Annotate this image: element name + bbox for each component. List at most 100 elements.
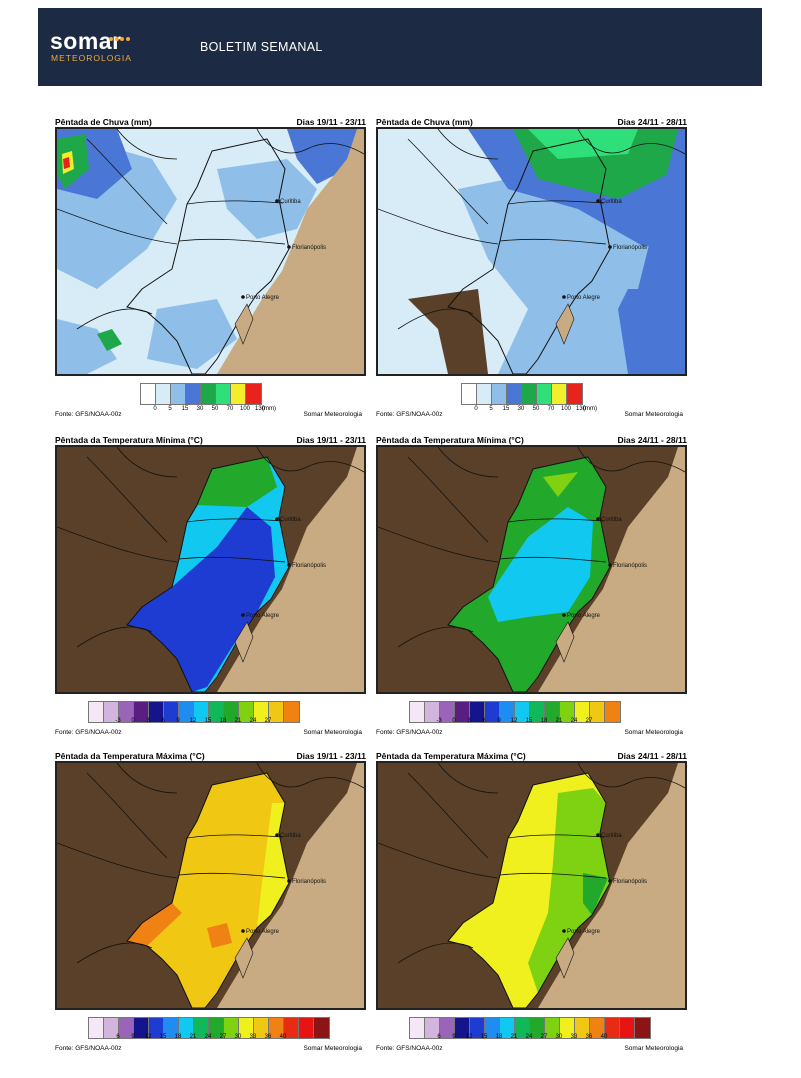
legend-swatch bbox=[425, 1018, 440, 1038]
legend-swatch bbox=[284, 702, 299, 722]
legend-swatch bbox=[89, 1018, 104, 1038]
legend-swatch bbox=[284, 1018, 299, 1038]
legend-swatch bbox=[485, 1018, 500, 1038]
forecast-map-image: Curitiba Florianópolis Porto Alegre bbox=[378, 447, 685, 692]
data-source: Fonte: GFS/NOAA-00z bbox=[376, 1045, 443, 1052]
city-label: Curitiba bbox=[280, 517, 301, 523]
map-panel: Pêntada da Temperatura Máxima (°C) Dias 2… bbox=[376, 751, 687, 1056]
map-panel: Pêntada de Chuva (mm) Dias 19/11 - 23/11 C… bbox=[55, 117, 366, 422]
legend-tick-label: 6 bbox=[437, 1034, 441, 1040]
legend-tick-label: 24 bbox=[249, 718, 257, 724]
city-label: Curitiba bbox=[601, 517, 622, 523]
legend-tick-label: -3 bbox=[436, 718, 442, 724]
legend-swatch bbox=[455, 702, 470, 722]
legend-swatch bbox=[119, 1018, 134, 1038]
legend-tick-label: 18 bbox=[219, 718, 227, 724]
city-label: Curitiba bbox=[280, 833, 301, 839]
city-marker bbox=[596, 517, 600, 521]
legend-swatch bbox=[314, 1018, 329, 1038]
legend-tick-label: 6 bbox=[482, 718, 486, 724]
legend-tick-label: 40 bbox=[600, 1034, 608, 1040]
legend-swatch bbox=[141, 384, 156, 404]
city-marker bbox=[241, 613, 245, 617]
legend-swatch bbox=[246, 384, 261, 404]
legend-tick-label: 15 bbox=[525, 718, 533, 724]
legend-swatch bbox=[530, 1018, 545, 1038]
legend-swatch bbox=[224, 702, 239, 722]
legend-tick-label: 3 bbox=[146, 718, 150, 724]
color-scale-legend bbox=[461, 383, 583, 405]
legend-tick-label: 18 bbox=[174, 1034, 182, 1040]
legend-swatch bbox=[605, 1018, 620, 1038]
legend-tick-label: -3 bbox=[115, 718, 121, 724]
city-marker bbox=[562, 929, 566, 933]
forecast-map: Curitiba Florianópolis Porto Alegre bbox=[55, 445, 366, 694]
legend-swatch bbox=[635, 1018, 650, 1038]
map-panel: Pêntada da Temperatura Mínima (°C) Dias 2… bbox=[376, 435, 687, 740]
legend-tick-label: 9 bbox=[497, 718, 501, 724]
city-label: Curitiba bbox=[601, 199, 622, 205]
legend-tick-label: 3 bbox=[467, 718, 471, 724]
legend-tick-label: 15 bbox=[204, 718, 212, 724]
panel-date-range: Dias 19/11 - 23/11 bbox=[296, 435, 366, 445]
city-label: Florianópolis bbox=[613, 879, 647, 885]
legend-tick-label: 0 bbox=[452, 718, 456, 724]
city-label: Porto Alegre bbox=[567, 295, 601, 301]
city-marker bbox=[608, 245, 612, 249]
legend-swatch bbox=[239, 1018, 254, 1038]
legend-swatch bbox=[410, 1018, 425, 1038]
legend-swatch bbox=[500, 702, 515, 722]
legend-tick-label: 18 bbox=[540, 718, 548, 724]
legend-tick-label: 50 bbox=[532, 406, 540, 412]
legend-swatch bbox=[470, 702, 485, 722]
city-label: Curitiba bbox=[280, 199, 301, 205]
legend-tick-label: 130 bbox=[575, 406, 587, 412]
city-marker bbox=[287, 563, 291, 567]
legend-tick-label: 24 bbox=[525, 1034, 533, 1040]
city-marker bbox=[596, 199, 600, 203]
legend-tick-label: 70 bbox=[226, 406, 234, 412]
legend-swatch bbox=[567, 384, 582, 404]
legend-swatch bbox=[149, 1018, 164, 1038]
legend-swatch bbox=[575, 1018, 590, 1038]
legend-swatch bbox=[269, 1018, 284, 1038]
legend-tick-label: 15 bbox=[502, 406, 510, 412]
forecast-map-image: Curitiba Florianópolis Porto Alegre bbox=[378, 763, 685, 1008]
city-label: Porto Alegre bbox=[246, 295, 280, 301]
legend-tick-label: 0 bbox=[131, 718, 135, 724]
legend-tick-label: 0 bbox=[153, 406, 157, 412]
city-marker bbox=[562, 295, 566, 299]
legend-tick-label: 33 bbox=[570, 1034, 578, 1040]
legend-swatch bbox=[164, 1018, 179, 1038]
report-header: somar METEOROLOGIA BOLETIM SEMANAL bbox=[38, 8, 762, 86]
panel-title: Pêntada da Temperatura Máxima (°C) bbox=[376, 751, 526, 761]
legend-tick-label: 12 bbox=[189, 718, 197, 724]
legend-tick-label: 12 bbox=[510, 718, 518, 724]
credit-label: Somar Meteorologia bbox=[624, 1045, 683, 1052]
city-marker bbox=[275, 833, 279, 837]
legend-tick-label: 40 bbox=[279, 1034, 287, 1040]
legend-tick-label: 9 bbox=[176, 718, 180, 724]
legend-swatch bbox=[462, 384, 477, 404]
legend-swatch bbox=[507, 384, 522, 404]
legend-tick-label: 50 bbox=[211, 406, 219, 412]
panel-date-range: Dias 24/11 - 28/11 bbox=[617, 117, 687, 127]
panel-title: Pêntada de Chuva (mm) bbox=[376, 117, 473, 127]
color-scale-legend bbox=[140, 383, 262, 405]
city-label: Florianópolis bbox=[292, 563, 326, 569]
data-source: Fonte: GFS/NOAA-00z bbox=[376, 729, 443, 736]
legend-tick-label: 70 bbox=[547, 406, 555, 412]
legend-tick-label: 5 bbox=[489, 406, 493, 412]
legend-swatch bbox=[269, 702, 284, 722]
credit-label: Somar Meteorologia bbox=[303, 411, 362, 418]
legend-swatch bbox=[299, 1018, 314, 1038]
forecast-map-image: Curitiba Florianópolis Porto Alegre bbox=[57, 763, 364, 1008]
data-source: Fonte: GFS/NOAA-00z bbox=[55, 729, 122, 736]
legend-tick-label: 21 bbox=[234, 718, 242, 724]
legend-tick-label: 24 bbox=[570, 718, 578, 724]
legend-swatch bbox=[470, 1018, 485, 1038]
legend-swatch bbox=[620, 1018, 635, 1038]
legend-swatch bbox=[224, 1018, 239, 1038]
city-label: Porto Alegre bbox=[246, 929, 280, 935]
legend-swatch bbox=[545, 702, 560, 722]
